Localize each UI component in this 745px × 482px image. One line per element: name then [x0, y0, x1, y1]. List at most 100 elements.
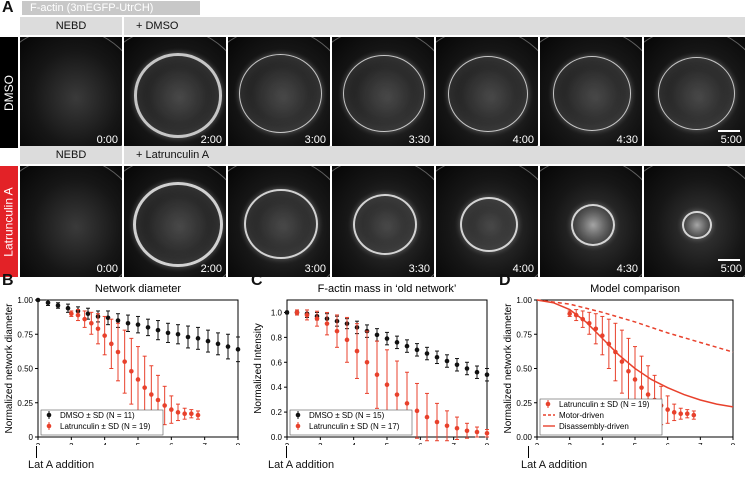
- x-tick-label: 7: [698, 442, 703, 445]
- scale-bar: [718, 259, 740, 261]
- data-point: [684, 411, 690, 417]
- row-label-latrunculin: Latrunculin A: [0, 166, 18, 277]
- x-tick-label: 2: [285, 442, 290, 445]
- y-tick-label: 0.2: [271, 408, 283, 417]
- row-label-dmso: DMSO: [0, 37, 18, 148]
- microscopy-frame: 3:30: [332, 37, 434, 148]
- y-tick-label: 0.6: [271, 358, 283, 367]
- microscopy-frame: 4:00: [436, 37, 538, 148]
- data-point: [135, 322, 141, 327]
- data-point: [567, 311, 572, 316]
- data-point: [155, 397, 161, 403]
- legend-entry: Latrunculin ± SD (N = 19): [559, 400, 650, 409]
- lat-a-marker-c: [286, 446, 287, 458]
- legend-swatch: [545, 401, 551, 407]
- y-tick-label: 0.0: [271, 433, 283, 442]
- data-point: [671, 410, 677, 415]
- y-tick-label: 0: [29, 433, 34, 442]
- data-point: [424, 351, 430, 356]
- data-point: [626, 368, 631, 374]
- timestamp-label: 3:30: [408, 134, 430, 146]
- timestamp-label: 4:00: [512, 134, 534, 146]
- data-point: [434, 354, 440, 360]
- series-latrunculin-sd-n-: [294, 309, 490, 442]
- legend-box: [539, 398, 663, 436]
- data-point: [135, 377, 141, 382]
- network-diameter-chart: Network diameter 2 3 4 5 6 7 8 0 0.25 0.50 0.75 1.00…: [4, 283, 241, 445]
- model-curve: [536, 299, 734, 408]
- data-point: [85, 311, 91, 316]
- microscopy-frame: 3:00: [228, 37, 330, 148]
- y-axis-label: Normalized network diameter: [4, 303, 15, 434]
- y-tick-label: 0.8: [271, 333, 283, 342]
- y-tick-label: 0.25: [516, 399, 532, 408]
- microscopy-frame: 5:00: [644, 166, 745, 277]
- data-point: [304, 312, 310, 318]
- data-point: [384, 382, 390, 387]
- data-point: [374, 372, 380, 378]
- data-point: [294, 310, 300, 315]
- x-tick-label: 8: [485, 442, 490, 445]
- microscopy-frame: 2:00: [124, 166, 226, 277]
- data-point: [122, 359, 127, 364]
- legend-entry: Motor-driven: [559, 411, 604, 420]
- treatment-bar-nebd: NEBD: [20, 17, 122, 35]
- microscopy-frame: 2:00: [124, 37, 226, 148]
- y-tick-label: 1.0: [271, 308, 283, 317]
- data-point: [109, 341, 114, 347]
- data-point: [434, 419, 440, 425]
- data-point: [639, 385, 644, 390]
- data-point: [149, 392, 154, 397]
- scale-bar: [718, 130, 740, 132]
- timestamp-label: 4:30: [616, 134, 638, 146]
- data-point: [344, 337, 350, 343]
- legend-swatch: [46, 423, 52, 429]
- x-tick-label: 7: [202, 442, 207, 445]
- data-point: [102, 333, 107, 338]
- data-point: [125, 320, 131, 326]
- timestamp-label: 3:00: [304, 134, 326, 146]
- legend-entry: DMSO ± SD (N = 15): [309, 411, 385, 420]
- data-point: [225, 344, 231, 349]
- data-point: [464, 366, 470, 371]
- data-point: [484, 430, 490, 436]
- data-point: [364, 359, 370, 365]
- model-curve: [536, 299, 734, 353]
- data-point: [182, 411, 187, 417]
- data-point: [195, 412, 201, 418]
- data-point: [235, 347, 241, 352]
- data-point: [195, 336, 201, 341]
- panel-label-b: B: [2, 272, 14, 289]
- lat-a-label-c: Lat A addition: [268, 459, 335, 471]
- legend-box: [40, 409, 164, 436]
- data-point: [75, 312, 81, 318]
- data-point: [95, 326, 101, 332]
- y-tick-label: 0.75: [17, 330, 33, 339]
- data-point: [414, 347, 420, 353]
- timestamp-label: 2:00: [200, 263, 222, 275]
- legend-entry: Disassembly-driven: [559, 422, 629, 431]
- treatment-bar-drug: + DMSO: [124, 17, 745, 35]
- chart-title: F-actin mass in ‘old network’: [318, 283, 457, 295]
- factin-mass-chart: F-actin mass in ‘old network’ 2 3 4 5 6 7 8 0.0 0…: [253, 283, 490, 445]
- timestamp-label: 3:00: [304, 263, 326, 275]
- data-point: [35, 297, 41, 303]
- x-tick-label: 2: [535, 442, 540, 445]
- data-point: [384, 336, 390, 341]
- data-point: [165, 330, 171, 336]
- data-point: [115, 349, 121, 355]
- x-tick-label: 8: [731, 442, 736, 445]
- data-point: [665, 407, 670, 412]
- data-point: [55, 303, 61, 308]
- data-point: [284, 310, 290, 315]
- data-point: [444, 423, 450, 429]
- data-point: [678, 411, 684, 417]
- data-point: [691, 412, 697, 418]
- data-point: [394, 340, 400, 345]
- x-tick-label: 6: [169, 442, 174, 445]
- microscopy-frame: 0:00: [20, 37, 122, 148]
- data-point: [105, 315, 111, 321]
- x-tick-label: 4: [102, 442, 107, 445]
- timestamp-label: 2:00: [200, 134, 222, 146]
- panel-label-d: D: [499, 272, 511, 289]
